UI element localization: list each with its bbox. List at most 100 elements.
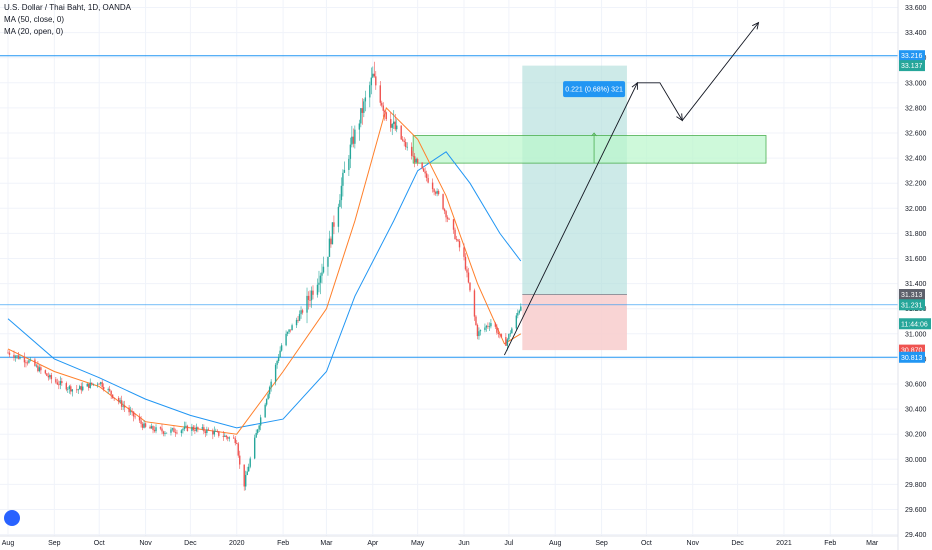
candle-body xyxy=(29,359,32,361)
candle-body xyxy=(343,169,346,173)
candle-body xyxy=(212,430,214,435)
candle-body xyxy=(393,121,395,125)
candle-body xyxy=(291,325,293,331)
ma20-legend[interactable]: MA (20, open, 0) xyxy=(4,27,64,36)
candle-body xyxy=(285,333,287,346)
ma50-legend[interactable]: MA (50, close, 0) xyxy=(4,15,65,24)
candle-body xyxy=(364,97,367,102)
candle-body xyxy=(463,247,465,257)
candle-body xyxy=(164,432,166,434)
candle-body xyxy=(319,275,322,283)
candle-body xyxy=(71,389,73,392)
price-label-badge xyxy=(899,351,925,363)
candle-body xyxy=(490,323,492,327)
candle-body xyxy=(452,219,455,230)
candle-body xyxy=(322,266,325,273)
candle-body xyxy=(431,182,434,190)
target-zone xyxy=(522,65,627,295)
candle-body xyxy=(264,404,266,418)
candle-body xyxy=(61,381,63,384)
candle-body xyxy=(38,367,41,372)
candle-body xyxy=(19,357,21,359)
candle-body xyxy=(150,426,153,429)
candle-body xyxy=(515,315,518,329)
y-tick-label: 32.800 xyxy=(905,105,927,112)
candle-body xyxy=(117,397,120,402)
tradingview-logo-icon[interactable] xyxy=(4,510,20,526)
candle-body xyxy=(108,389,111,391)
candle-body xyxy=(197,427,199,429)
candle-body xyxy=(113,397,115,399)
candle-body xyxy=(505,337,507,346)
candle-body xyxy=(352,136,355,144)
x-tick-label: Oct xyxy=(641,540,652,547)
candle-body xyxy=(55,379,57,383)
candle-body xyxy=(99,382,102,384)
candle-body xyxy=(149,426,151,429)
candle-body xyxy=(333,222,335,227)
x-tick-label: 2021 xyxy=(776,540,792,547)
symbol-title[interactable]: U.S. Dollar / Thai Baht, 1D, OANDA xyxy=(4,3,132,12)
candle-body xyxy=(289,329,292,331)
candle-body xyxy=(23,357,26,363)
candle-body xyxy=(327,256,329,267)
candle-body xyxy=(236,443,238,444)
candle-body xyxy=(410,146,413,156)
candle-body xyxy=(415,159,417,163)
candle-body xyxy=(421,162,423,169)
x-tick-label: Apr xyxy=(367,540,379,547)
candle-body xyxy=(140,420,142,424)
candle-body xyxy=(274,364,277,382)
chart-legend: U.S. Dollar / Thai Baht, 1D, OANDA MA (5… xyxy=(4,2,131,38)
candle-body xyxy=(56,382,59,385)
candle-body xyxy=(340,185,343,201)
candle-body xyxy=(443,209,446,212)
candle-body xyxy=(286,331,289,334)
y-tick-label: 33.600 xyxy=(905,5,927,12)
candle-body xyxy=(373,73,375,77)
candle-body xyxy=(225,435,227,438)
candle-body xyxy=(330,238,332,245)
candle-body xyxy=(306,295,308,313)
candle-body xyxy=(394,121,396,130)
candle-body xyxy=(224,435,226,437)
price-label-badge xyxy=(899,344,925,356)
candle-body xyxy=(363,101,365,113)
candle-body xyxy=(101,382,103,387)
y-tick-label: 29.600 xyxy=(905,507,927,514)
candle-body xyxy=(17,355,20,359)
candle-body xyxy=(76,389,78,391)
y-tick-label: 30.400 xyxy=(905,407,927,414)
candle-body xyxy=(89,382,91,388)
candle-body xyxy=(201,427,204,429)
candle-body xyxy=(82,386,84,391)
stop-zone xyxy=(522,294,627,351)
candle-body xyxy=(255,433,257,438)
candle-body xyxy=(276,360,278,365)
candle-body xyxy=(206,429,208,433)
candle-body xyxy=(349,144,352,159)
candle-body xyxy=(369,85,371,98)
measure-label-badge xyxy=(563,81,626,98)
candle-body xyxy=(396,125,398,130)
x-tick-label: May xyxy=(411,540,425,547)
candle-body xyxy=(448,218,450,220)
candle-body xyxy=(13,354,15,358)
candle-body xyxy=(215,430,217,432)
price-label-neutral: 31.313 xyxy=(901,292,923,299)
candle-body xyxy=(107,389,109,390)
candle-body xyxy=(180,430,183,433)
candle-body xyxy=(47,375,50,378)
price-label-badge xyxy=(899,50,925,62)
price-label-badge xyxy=(899,299,925,311)
candle-body xyxy=(385,112,387,120)
candle-body xyxy=(277,357,280,361)
candle-body xyxy=(98,383,100,385)
candle-body xyxy=(382,105,384,111)
candle-body xyxy=(246,471,248,476)
x-tick-label: Jul xyxy=(504,540,513,547)
candle-body xyxy=(321,272,323,276)
candle-body xyxy=(295,319,298,326)
x-tick-label: Mar xyxy=(320,540,333,547)
